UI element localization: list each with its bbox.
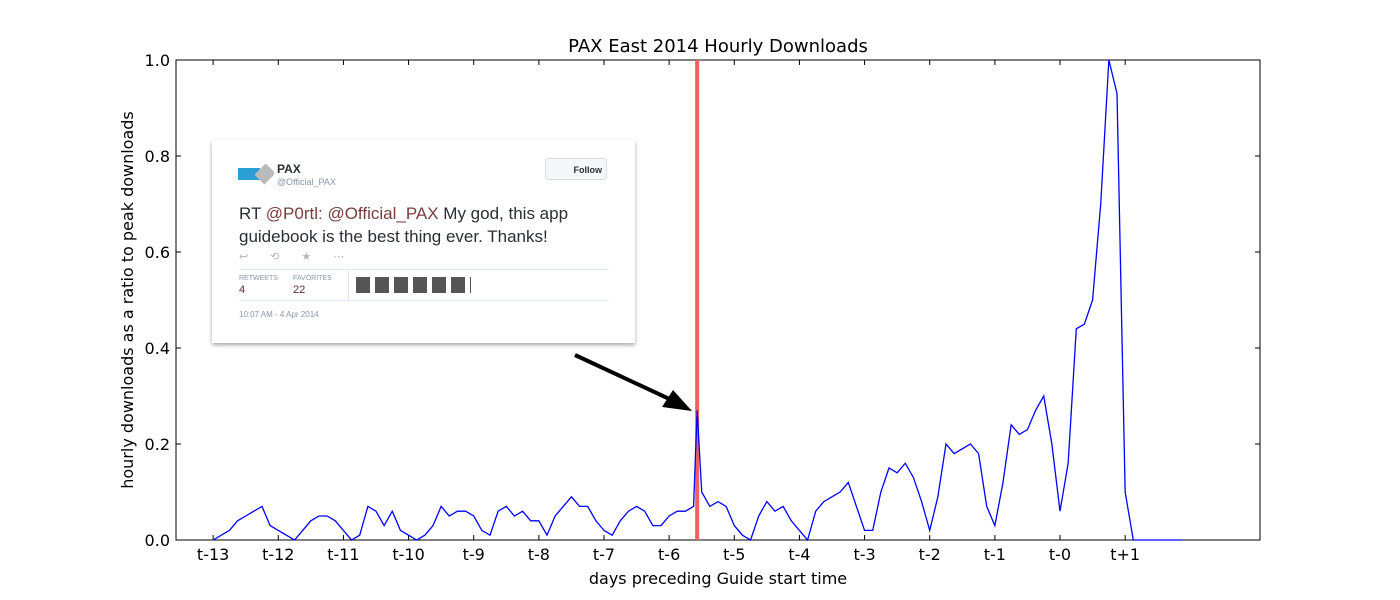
y-tick-label: 0.4 bbox=[145, 339, 170, 358]
favorites-count: 22 bbox=[293, 284, 306, 296]
plot-area bbox=[175, 59, 1261, 541]
separator bbox=[239, 269, 609, 270]
x-tick-label: t-1 bbox=[984, 545, 1006, 564]
x-tick-label: t-13 bbox=[197, 545, 229, 564]
tweet-handle: @Official_PAX bbox=[277, 177, 336, 187]
line-series bbox=[212, 59, 1183, 542]
tweet-card: PAX @Official_PAX Follow RT @P0rtl: @Off… bbox=[212, 140, 635, 343]
x-tick-label: t-3 bbox=[853, 545, 875, 564]
y-tick-label: 1.0 bbox=[145, 51, 170, 70]
x-tick-label: t+1 bbox=[1110, 545, 1140, 564]
x-tick-label: t-8 bbox=[528, 545, 550, 564]
favoriter-avatars[interactable] bbox=[356, 277, 471, 293]
tweet-name: PAX bbox=[277, 162, 301, 176]
y-tick-label: 0.8 bbox=[145, 147, 170, 166]
x-tick-label: t-5 bbox=[723, 545, 745, 564]
x-tick-label: t-10 bbox=[392, 545, 424, 564]
x-tick-label: t-12 bbox=[262, 545, 294, 564]
separator bbox=[348, 270, 349, 300]
tweet-text: RT @P0rtl: @Official_PAX My god, this ap… bbox=[239, 202, 609, 248]
mention[interactable]: @P0rtl: bbox=[265, 204, 323, 223]
x-tick-label: t-9 bbox=[463, 545, 485, 564]
y-tick-label: 0.6 bbox=[145, 243, 170, 262]
tweet-timestamp: 10:07 AM - 4 Apr 2014 bbox=[239, 310, 319, 319]
arrow-shaft bbox=[574, 353, 679, 405]
retweets-label: RETWEETS bbox=[239, 275, 278, 282]
chart-title: PAX East 2014 Hourly Downloads bbox=[568, 36, 868, 57]
follow-button[interactable]: Follow bbox=[545, 158, 607, 180]
x-tick-label: t-2 bbox=[919, 545, 941, 564]
x-tick-label: t-6 bbox=[658, 545, 680, 564]
x-tick-label: t-11 bbox=[327, 545, 359, 564]
x-tick-label: t-4 bbox=[788, 545, 810, 564]
tweet-actions[interactable]: ↩⟲★⋯ bbox=[239, 251, 367, 263]
pax-logo bbox=[238, 164, 274, 185]
retweets-count: 4 bbox=[239, 284, 246, 296]
x-axis-label: days preceding Guide start time bbox=[589, 569, 847, 588]
tweet-text-part: My god, this app guidebook is the best t… bbox=[239, 204, 569, 246]
y-tick-label: 0.2 bbox=[145, 435, 170, 454]
separator bbox=[239, 300, 609, 301]
arrow-head bbox=[662, 390, 692, 411]
tweet-text-part: RT bbox=[239, 204, 266, 223]
favorites-label: FAVORITES bbox=[293, 275, 332, 282]
x-tick-label: t-7 bbox=[593, 545, 615, 564]
y-axis-label: hourly downloads as a ratio to peak down… bbox=[118, 111, 137, 489]
x-tick-label: t-0 bbox=[1049, 545, 1071, 564]
y-tick-label: 0.0 bbox=[145, 531, 170, 550]
mention[interactable]: @Official_PAX bbox=[327, 204, 439, 223]
